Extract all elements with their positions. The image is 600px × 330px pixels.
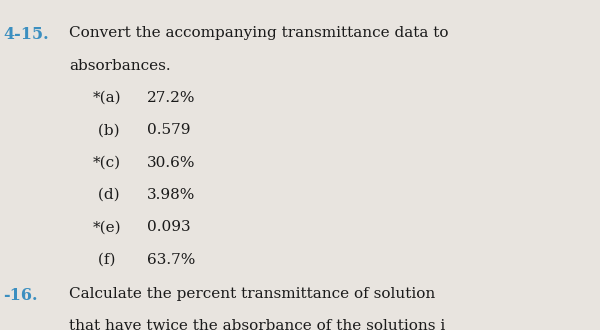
Text: 27.2%: 27.2% bbox=[147, 91, 196, 105]
Text: 0.579: 0.579 bbox=[147, 123, 191, 137]
Text: 0.093: 0.093 bbox=[147, 220, 191, 234]
Text: 63.7%: 63.7% bbox=[147, 253, 196, 267]
Text: (d): (d) bbox=[93, 188, 119, 202]
Text: *(a): *(a) bbox=[93, 91, 122, 105]
Text: that have twice the absorbance of the solutions i: that have twice the absorbance of the so… bbox=[69, 319, 445, 330]
Text: 3.98%: 3.98% bbox=[147, 188, 196, 202]
Text: *(c): *(c) bbox=[93, 156, 121, 170]
Text: -16.: -16. bbox=[3, 287, 37, 304]
Text: Calculate the percent transmittance of solution: Calculate the percent transmittance of s… bbox=[69, 287, 435, 301]
Text: 30.6%: 30.6% bbox=[147, 156, 196, 170]
Text: absorbances.: absorbances. bbox=[69, 59, 170, 73]
Text: (b): (b) bbox=[93, 123, 119, 137]
Text: *(e): *(e) bbox=[93, 220, 122, 234]
Text: (f): (f) bbox=[93, 253, 115, 267]
Text: 4-15.: 4-15. bbox=[3, 26, 49, 44]
Text: Convert the accompanying transmittance data to: Convert the accompanying transmittance d… bbox=[69, 26, 449, 40]
